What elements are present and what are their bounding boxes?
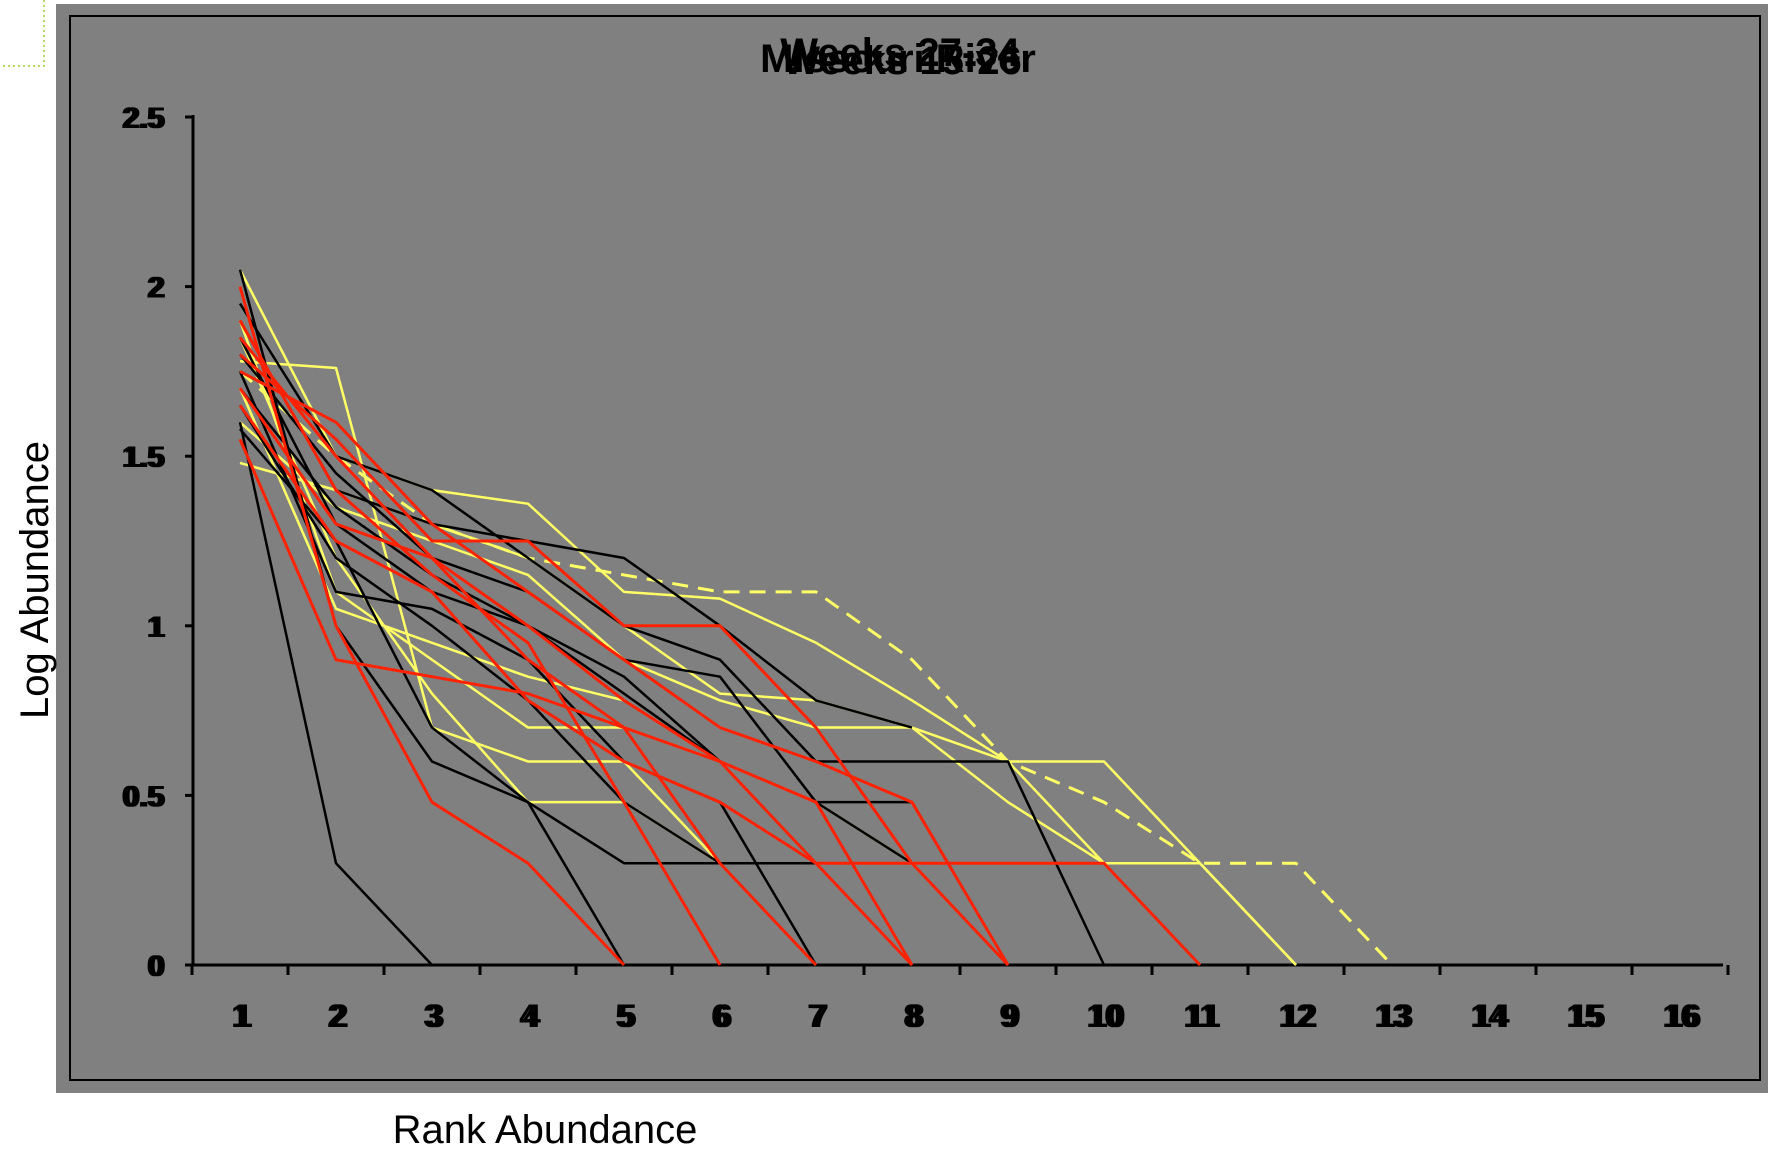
x-tick-label: 3 bbox=[427, 998, 445, 1034]
x-tick-label: 8 bbox=[907, 998, 925, 1034]
series-lines bbox=[238, 269, 1394, 967]
x-tick-label: 7 bbox=[807, 998, 825, 1034]
series-line-19 bbox=[238, 286, 626, 967]
x-tick-label: 15 bbox=[1566, 998, 1602, 1034]
x-tick-label: 7 bbox=[811, 998, 829, 1034]
y-tick-label: 1 bbox=[149, 611, 166, 644]
x-tick-label: 14 bbox=[1470, 998, 1506, 1034]
y-tick-label: 0.5 bbox=[121, 780, 163, 813]
y-tick-label: 1 bbox=[146, 611, 163, 644]
chart-title-overlap-1: Weeks 15-26 bbox=[782, 39, 1021, 83]
series-line-6 bbox=[238, 319, 913, 729]
chart-frame bbox=[69, 15, 1761, 1081]
y-tick-label: 2 bbox=[146, 272, 163, 305]
y-tick-label: 2 bbox=[149, 272, 166, 305]
x-tick-label: 9 bbox=[1003, 998, 1021, 1034]
series-line-20 bbox=[239, 353, 1202, 967]
x-tick-label: 16 bbox=[1666, 998, 1702, 1034]
y-tick-label: 0.5 bbox=[124, 780, 166, 813]
y-tick-label: 2.5 bbox=[121, 102, 163, 135]
x-tick-label: 11 bbox=[1187, 998, 1221, 1034]
chart-area bbox=[56, 4, 1768, 1093]
series-line-21 bbox=[238, 387, 914, 966]
series-line-26 bbox=[238, 336, 818, 967]
series-line-23 bbox=[239, 370, 1010, 966]
x-tick-label: 9 bbox=[999, 998, 1017, 1034]
x-tick-label: 15 bbox=[1570, 998, 1606, 1034]
x-tick-label: 2 bbox=[327, 998, 345, 1034]
x-tick-label: 13 bbox=[1378, 998, 1414, 1034]
series-line-4 bbox=[238, 336, 1010, 966]
x-tick-label: 8 bbox=[903, 998, 921, 1034]
x-tick-label: 12 bbox=[1282, 998, 1318, 1034]
series-line-25 bbox=[238, 404, 1010, 967]
chart-title-overlap-2: Missouri River bbox=[760, 37, 1036, 81]
x-tick-label: 3 bbox=[423, 998, 441, 1034]
y-tick-label: 2.5 bbox=[124, 102, 166, 135]
x-tick-label: 5 bbox=[619, 998, 637, 1034]
x-tick-label: 4 bbox=[519, 998, 537, 1034]
series-line-22 bbox=[238, 438, 914, 967]
axes bbox=[191, 115, 1723, 967]
x-tick-label: 1 bbox=[235, 998, 253, 1034]
chart-title: Weeks 27-34 bbox=[780, 31, 1020, 75]
y-tick-label: 1.5 bbox=[124, 441, 166, 474]
x-tick-label: 14 bbox=[1474, 998, 1510, 1034]
y-tick-label: 0 bbox=[146, 950, 163, 983]
x-axis-label: Rank Abundance bbox=[393, 1108, 698, 1152]
x-tick-label: 10 bbox=[1086, 998, 1122, 1034]
x-tick-label: 16 bbox=[1662, 998, 1698, 1034]
x-tick-label: 13 bbox=[1374, 998, 1410, 1034]
x-tick-label: 11 bbox=[1183, 998, 1217, 1034]
x-tick-label: 2 bbox=[331, 998, 349, 1034]
x-tick-label: 1 bbox=[231, 998, 249, 1034]
y-tick-label: 0 bbox=[149, 950, 166, 983]
slide-corner-guide bbox=[0, 0, 45, 67]
x-tick-label: 10 bbox=[1090, 998, 1126, 1034]
x-tick-label: 5 bbox=[615, 998, 633, 1034]
x-tick-label: 6 bbox=[715, 998, 733, 1034]
series-line-1 bbox=[238, 422, 433, 966]
y-axis-label: Log Abundance bbox=[13, 441, 57, 719]
x-tick-label: 6 bbox=[711, 998, 729, 1034]
x-tick-label: 12 bbox=[1278, 998, 1314, 1034]
y-tick-label: 1.5 bbox=[121, 441, 163, 474]
series-line-8 bbox=[239, 428, 626, 966]
x-tick-label: 4 bbox=[523, 998, 541, 1034]
